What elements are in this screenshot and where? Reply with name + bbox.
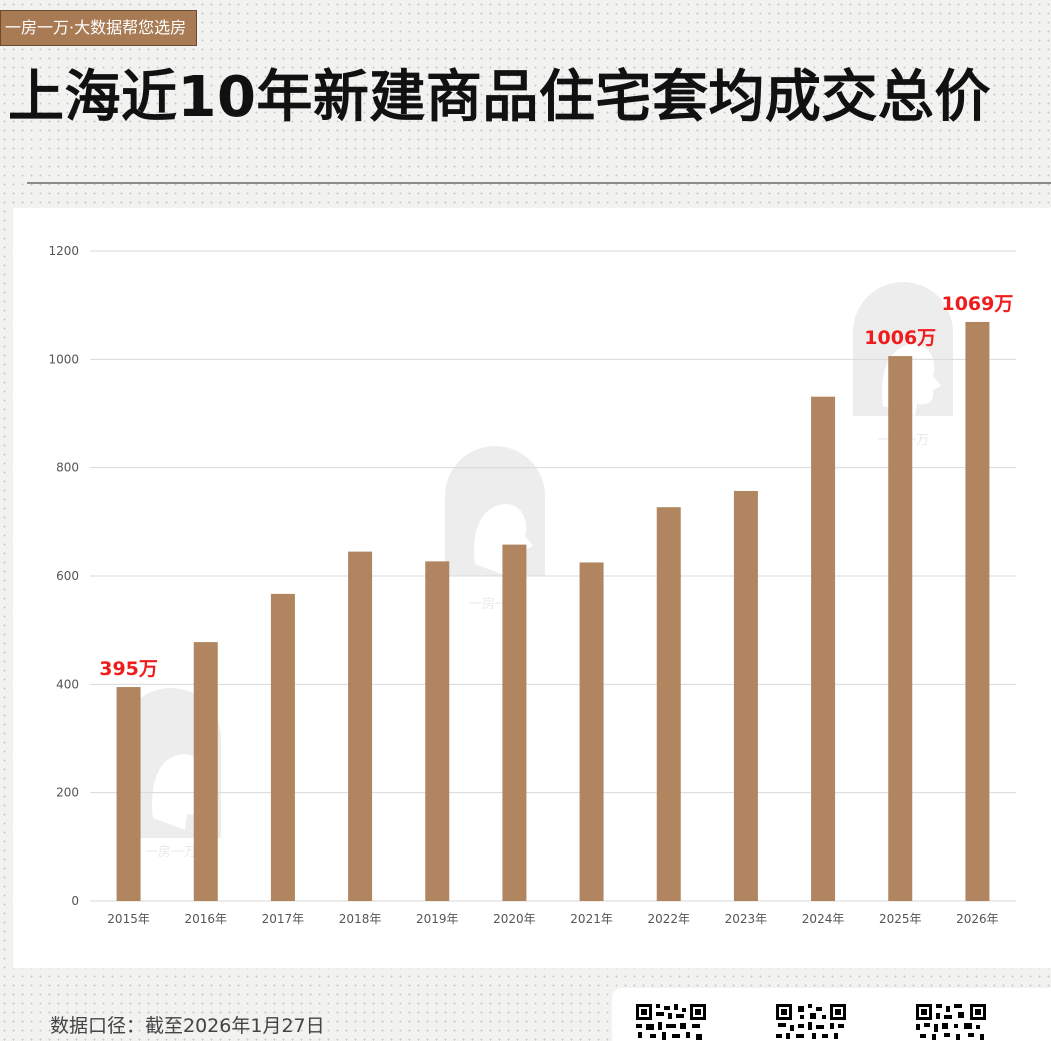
watermark-logo: 一房一万	[445, 446, 545, 612]
x-axis-ticks: 2015年 2016年 2017年 2018年 2019年 2020年 2021年 2022年…	[107, 912, 998, 926]
qr-code-panel	[612, 988, 1051, 1041]
bar	[888, 356, 913, 901]
y-tick-label: 400	[56, 677, 79, 691]
y-tick-label: 800	[56, 461, 79, 475]
gridlines	[90, 250, 1016, 902]
bar	[965, 321, 990, 901]
bar	[811, 396, 836, 901]
bar	[733, 490, 758, 901]
x-tick-label: 2023年	[725, 912, 768, 926]
x-tick-label: 2017年	[262, 912, 305, 926]
x-tick-label: 2019年	[416, 912, 459, 926]
qr-code	[916, 1004, 986, 1040]
y-tick-label: 600	[56, 569, 79, 583]
x-tick-label: 2015年	[107, 912, 150, 926]
x-tick-label: 2018年	[339, 912, 382, 926]
x-tick-label: 2026年	[956, 912, 999, 926]
x-tick-label: 2021年	[570, 912, 613, 926]
y-tick-label: 1000	[48, 352, 79, 366]
bar	[425, 561, 450, 901]
watermark-text: 一房一万	[145, 844, 197, 860]
page-title: 上海近10年新建商品住宅套均成交总价	[8, 65, 991, 130]
data-source-note: 数据口径：截至2026年1月27日	[50, 1015, 325, 1037]
x-tick-label: 2016年	[184, 912, 227, 926]
qr-code	[636, 1004, 706, 1040]
bar	[656, 507, 681, 901]
y-tick-label: 0	[71, 894, 79, 908]
x-tick-label: 2025年	[879, 912, 922, 926]
bars	[116, 321, 990, 901]
y-axis-ticks: 0 200 400 600 800 1000 1200	[48, 244, 79, 908]
data-label: 1006万	[864, 327, 936, 349]
x-tick-label: 2022年	[647, 912, 690, 926]
qr-code	[776, 1004, 846, 1039]
data-label: 1069万	[941, 293, 1013, 315]
x-tick-label: 2024年	[802, 912, 845, 926]
y-tick-label: 200	[56, 786, 79, 800]
x-tick-label: 2020年	[493, 912, 536, 926]
bar	[270, 593, 295, 901]
title-divider	[27, 182, 1051, 184]
bar	[193, 642, 218, 901]
bar	[502, 544, 527, 901]
y-tick-label: 1200	[48, 244, 79, 258]
bar	[348, 551, 373, 901]
brand-tag: 一房一万·大数据帮您选房	[0, 10, 198, 46]
bar	[579, 562, 604, 901]
data-label: 395万	[99, 658, 158, 680]
bar	[116, 687, 141, 901]
